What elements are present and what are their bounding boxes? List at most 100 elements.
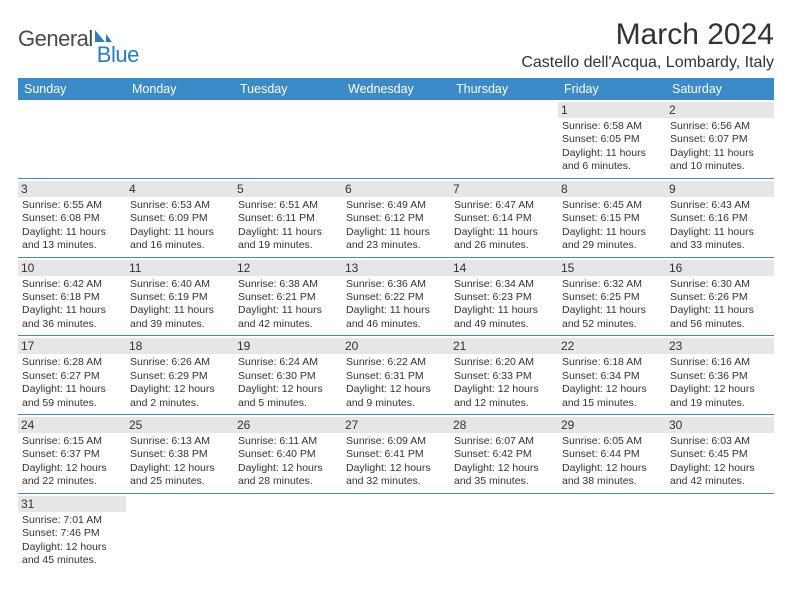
sunset: Sunset: 6:40 PM [238,448,338,461]
day-number: 17 [18,338,126,354]
daylight: Daylight: 12 hours and 38 minutes. [562,462,662,489]
day-info: Sunrise: 6:30 AMSunset: 6:26 PMDaylight:… [670,278,770,332]
day-cell: 14Sunrise: 6:34 AMSunset: 6:23 PMDayligh… [450,257,558,336]
day-cell: 13Sunrise: 6:36 AMSunset: 6:22 PMDayligh… [342,257,450,336]
daylight: Daylight: 12 hours and 15 minutes. [562,383,662,410]
sunset: Sunset: 6:44 PM [562,448,662,461]
day-info: Sunrise: 6:42 AMSunset: 6:18 PMDaylight:… [22,278,122,332]
daylight: Daylight: 11 hours and 33 minutes. [670,226,770,253]
sunset: Sunset: 6:34 PM [562,370,662,383]
daylight: Daylight: 11 hours and 13 minutes. [22,226,122,253]
sunset: Sunset: 6:29 PM [130,370,230,383]
day-info: Sunrise: 6:16 AMSunset: 6:36 PMDaylight:… [670,356,770,410]
daylight: Daylight: 12 hours and 22 minutes. [22,462,122,489]
day-info: Sunrise: 6:58 AMSunset: 6:05 PMDaylight:… [562,120,662,174]
day-cell [558,493,666,571]
sunset: Sunset: 6:18 PM [22,291,122,304]
sunrise: Sunrise: 6:24 AM [238,356,338,369]
day-number: 11 [126,260,234,276]
weekday-header: Thursday [450,78,558,100]
sunset: Sunset: 6:11 PM [238,212,338,225]
daylight: Daylight: 12 hours and 35 minutes. [454,462,554,489]
sunrise: Sunrise: 6:34 AM [454,278,554,291]
sunset: Sunset: 6:21 PM [238,291,338,304]
day-info: Sunrise: 6:47 AMSunset: 6:14 PMDaylight:… [454,199,554,253]
day-cell: 11Sunrise: 6:40 AMSunset: 6:19 PMDayligh… [126,257,234,336]
sunrise: Sunrise: 6:38 AM [238,278,338,291]
week-row: 10 Sunrise: 6:42 AMSunset: 6:18 PMDayligh… [18,257,774,336]
day-number: 31 [18,496,126,512]
daylight: Daylight: 12 hours and 42 minutes. [670,462,770,489]
day-cell: 20Sunrise: 6:22 AMSunset: 6:31 PMDayligh… [342,336,450,415]
day-cell: 31Sunrise: 7:01 AMSunset: 7:46 PMDayligh… [18,493,126,571]
day-number: 10 [18,260,126,276]
day-info: Sunrise: 6:28 AMSunset: 6:27 PMDaylight:… [22,356,122,410]
day-info: Sunrise: 6:45 AMSunset: 6:15 PMDaylight:… [562,199,662,253]
sunrise: Sunrise: 6:56 AM [670,120,770,133]
sunrise: Sunrise: 6:26 AM [130,356,230,369]
day-info: Sunrise: 6:24 AMSunset: 6:30 PMDaylight:… [238,356,338,410]
sunrise: Sunrise: 6:36 AM [346,278,446,291]
daylight: Daylight: 11 hours and 23 minutes. [346,226,446,253]
sunrise: Sunrise: 6:03 AM [670,435,770,448]
day-cell: 30Sunrise: 6:03 AMSunset: 6:45 PMDayligh… [666,415,774,494]
week-row: 1 Sunrise: 6:58 AMSunset: 6:05 PMDaylight… [18,100,774,178]
day-number: 1 [558,102,666,118]
day-cell [342,493,450,571]
day-info: Sunrise: 6:34 AMSunset: 6:23 PMDaylight:… [454,278,554,332]
day-cell: 23Sunrise: 6:16 AMSunset: 6:36 PMDayligh… [666,336,774,415]
sunrise: Sunrise: 6:11 AM [238,435,338,448]
day-info: Sunrise: 6:11 AMSunset: 6:40 PMDaylight:… [238,435,338,489]
daylight: Daylight: 12 hours and 2 minutes. [130,383,230,410]
sunrise: Sunrise: 6:47 AM [454,199,554,212]
day-cell: 26 Sunrise: 6:11 AMSunset: 6:40 PMDayligh… [234,415,342,494]
week-row: 3Sunrise: 6:55 AMSunset: 6:08 PMDaylight… [18,178,774,257]
logo: General Blue [18,26,139,52]
sunrise: Sunrise: 6:40 AM [130,278,230,291]
day-number: 26 [234,417,342,433]
sunrise: Sunrise: 6:53 AM [130,199,230,212]
day-info: Sunrise: 6:56 AMSunset: 6:07 PMDaylight:… [670,120,770,174]
sunrise: Sunrise: 6:07 AM [454,435,554,448]
daylight: Daylight: 11 hours and 16 minutes. [130,226,230,253]
sunset: Sunset: 6:15 PM [562,212,662,225]
sunset: Sunset: 6:27 PM [22,370,122,383]
sunrise: Sunrise: 6:45 AM [562,199,662,212]
day-cell: 19Sunrise: 6:24 AMSunset: 6:30 PMDayligh… [234,336,342,415]
daylight: Daylight: 11 hours and 29 minutes. [562,226,662,253]
sunrise: Sunrise: 6:15 AM [22,435,122,448]
day-number: 30 [666,417,774,433]
day-number: 9 [666,181,774,197]
day-cell: 15 Sunrise: 6:32 AMSunset: 6:25 PMDayligh… [558,257,666,336]
day-info: Sunrise: 6:05 AMSunset: 6:44 PMDaylight:… [562,435,662,489]
day-cell: 1 Sunrise: 6:58 AMSunset: 6:05 PMDaylight… [558,100,666,178]
daylight: Daylight: 11 hours and 42 minutes. [238,304,338,331]
day-number: 15 [558,260,666,276]
weekday-header: Sunday [18,78,126,100]
sunset: Sunset: 6:08 PM [22,212,122,225]
day-number: 20 [342,338,450,354]
daylight: Daylight: 11 hours and 56 minutes. [670,304,770,331]
daylight: Daylight: 11 hours and 19 minutes. [238,226,338,253]
sunset: Sunset: 7:46 PM [22,527,122,540]
weekday-header-row: Sunday Monday Tuesday Wednesday Thursday… [18,78,774,100]
day-cell [126,493,234,571]
day-info: Sunrise: 6:49 AMSunset: 6:12 PMDaylight:… [346,199,446,253]
sunrise: Sunrise: 6:30 AM [670,278,770,291]
day-cell: 29Sunrise: 6:05 AMSunset: 6:44 PMDayligh… [558,415,666,494]
sunrise: Sunrise: 6:22 AM [346,356,446,369]
day-cell: 16Sunrise: 6:30 AMSunset: 6:26 PMDayligh… [666,257,774,336]
day-cell: 28Sunrise: 6:07 AMSunset: 6:42 PMDayligh… [450,415,558,494]
day-info: Sunrise: 6:32 AMSunset: 6:25 PMDaylight:… [562,278,662,332]
sunrise: Sunrise: 6:49 AM [346,199,446,212]
daylight: Daylight: 12 hours and 19 minutes. [670,383,770,410]
calendar-table: Sunday Monday Tuesday Wednesday Thursday… [18,78,774,572]
day-number: 4 [126,181,234,197]
day-info: Sunrise: 6:15 AMSunset: 6:37 PMDaylight:… [22,435,122,489]
day-cell [450,493,558,571]
day-number: 3 [18,181,126,197]
weekday-header: Monday [126,78,234,100]
daylight: Daylight: 12 hours and 12 minutes. [454,383,554,410]
sunrise: Sunrise: 6:43 AM [670,199,770,212]
daylight: Daylight: 12 hours and 32 minutes. [346,462,446,489]
